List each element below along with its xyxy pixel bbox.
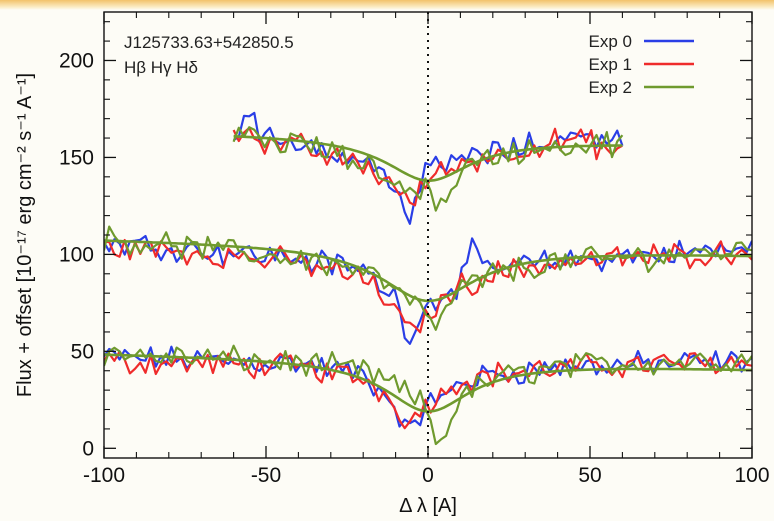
spectrum-Hγ-exp-0: [104, 234, 752, 345]
y-tick-label: 50: [71, 340, 94, 363]
legend-label: Exp 2: [589, 78, 632, 97]
top-accent-bar: [0, 0, 774, 10]
axes-group: [103, 11, 753, 459]
y-tick-label: 0: [82, 437, 94, 460]
y-tick-label: 100: [59, 243, 94, 266]
x-tick-label: 0: [422, 464, 434, 487]
labels-group: -100 -50 0 50 100 0 50 100 150 200 Δ λ [A] Flux + o…: [14, 32, 770, 517]
legend-label: Exp 1: [589, 55, 632, 74]
spectrum-Hβ-exp-1: [104, 350, 752, 430]
spectrum-Hδ-exp-2: [232, 126, 624, 212]
y-axis-title: Flux + offset [10⁻¹⁷ erg cm⁻² s⁻¹ A⁻¹]: [14, 73, 36, 397]
x-tick-label: -50: [251, 464, 281, 487]
lines-label: Hβ Hγ Hδ: [124, 58, 198, 77]
spectrum-Hγ-exp-2: [104, 225, 752, 331]
y-tick-label: 150: [59, 146, 94, 169]
x-axis-title: Δ λ [A]: [399, 495, 457, 517]
spectrum-Hδ-exp-0: [233, 111, 624, 225]
x-tick-label: 100: [734, 464, 769, 487]
y-tick-label: 200: [59, 49, 94, 72]
curves-group: [104, 111, 752, 446]
object-name-label: J125733.63+542850.5: [124, 33, 294, 52]
x-tick-label: -100: [83, 464, 125, 487]
legend-label: Exp 0: [589, 32, 632, 51]
x-tick-label: 50: [578, 464, 601, 487]
